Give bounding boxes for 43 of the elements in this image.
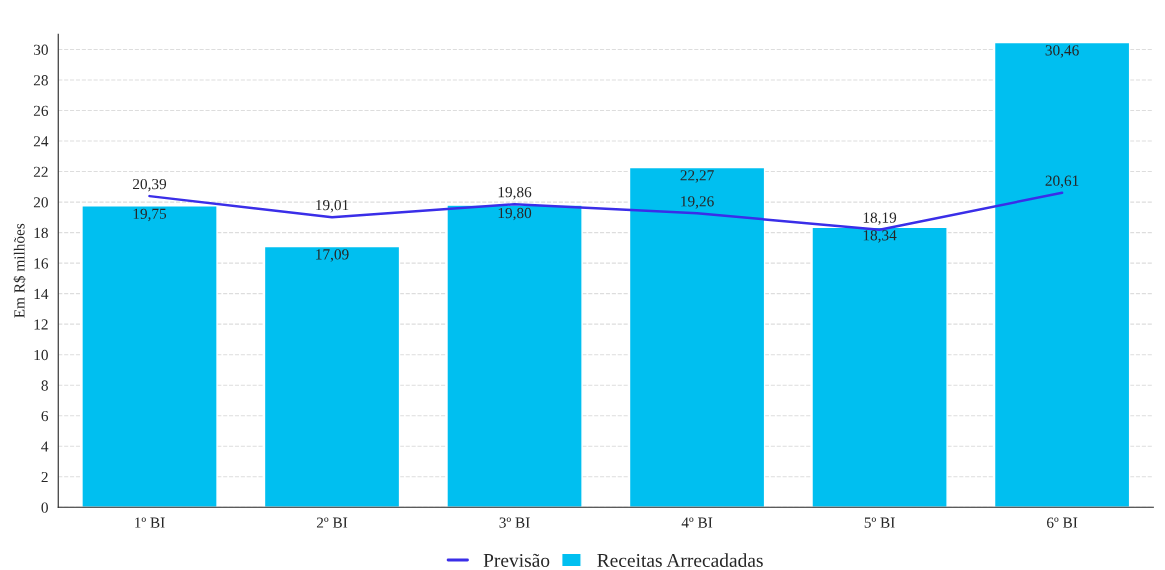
data-label: 20,39 xyxy=(132,178,167,192)
x-tick-label: 1º BI xyxy=(135,517,165,528)
y-axis-title: Em R$ milhões xyxy=(13,223,26,318)
bar xyxy=(81,205,218,508)
y-tick-label: 4 xyxy=(41,441,49,452)
data-label: 18,19 xyxy=(863,212,897,225)
data-label: 19,80 xyxy=(498,207,532,221)
data-label: 30,46 xyxy=(1045,45,1079,58)
legend-label: Previsão xyxy=(483,553,550,567)
data-label: 19,86 xyxy=(498,186,532,200)
legend-label: Receitas Arrecadadas xyxy=(597,553,763,567)
bar xyxy=(446,204,583,508)
x-tick-label: 6º BI xyxy=(1047,517,1078,528)
bar xyxy=(628,166,766,508)
bar xyxy=(993,41,1131,508)
y-tick-label: 24 xyxy=(33,136,49,147)
y-tick-label: 30 xyxy=(33,44,48,55)
x-tick-label: 5º BI xyxy=(864,517,895,528)
y-tick-label: 22 xyxy=(33,166,48,177)
data-label: 19,26 xyxy=(681,196,714,209)
x-tick-label: 4º BI xyxy=(681,517,713,528)
x-tick-label: 2º BI xyxy=(316,517,348,528)
data-label: 22,27 xyxy=(680,170,714,183)
y-tick-label: 2 xyxy=(41,471,48,483)
y-tick-label: 20 xyxy=(33,197,48,208)
y-tick-label: 0 xyxy=(41,502,48,513)
x-tick-label: 3º BI xyxy=(499,517,530,528)
y-tick-label: 28 xyxy=(33,75,48,86)
data-label: 19,75 xyxy=(133,208,167,222)
data-label: 20,61 xyxy=(1045,175,1079,189)
y-tick-label: 18 xyxy=(34,227,48,239)
bar xyxy=(263,245,401,508)
y-tick-label: 10 xyxy=(34,349,48,361)
bar xyxy=(811,226,948,508)
y-tick-label: 26 xyxy=(33,105,49,116)
y-tick-label: 12 xyxy=(34,319,48,330)
data-label: 18,34 xyxy=(863,230,897,243)
y-tick-label: 6 xyxy=(41,410,49,422)
data-label: 17,09 xyxy=(316,249,349,262)
y-tick-label: 8 xyxy=(41,380,48,391)
data-label: 19,01 xyxy=(316,199,349,213)
y-tick-label: 14 xyxy=(34,288,49,299)
y-tick-label: 16 xyxy=(34,258,49,269)
